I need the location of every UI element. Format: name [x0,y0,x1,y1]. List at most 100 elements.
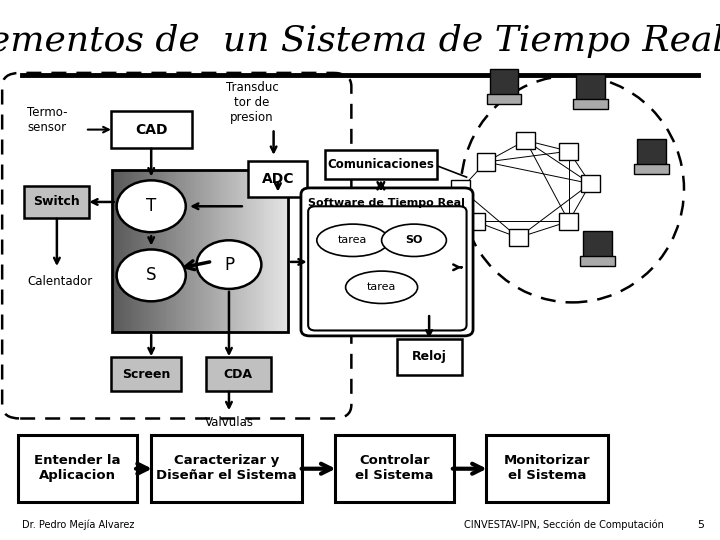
FancyBboxPatch shape [111,357,181,391]
Bar [150,170,153,332]
Bar [194,170,197,332]
Bar [158,170,161,332]
Bar [487,94,521,104]
Text: tarea: tarea [338,235,367,245]
Bar [279,170,282,332]
Bar [126,170,130,332]
Bar [112,170,288,332]
Bar [235,170,238,332]
Bar [112,170,114,332]
Bar [171,170,174,332]
Bar [212,170,215,332]
Bar [285,170,288,332]
Bar [490,69,518,94]
Bar [174,170,176,332]
Text: Comunicaciones: Comunicaciones [328,158,434,171]
Bar [477,153,495,171]
Bar [161,170,164,332]
Bar [576,74,605,100]
Bar [141,170,144,332]
Text: Termo-
sensor: Termo- sensor [27,106,68,134]
Bar [209,170,212,332]
Bar [223,170,226,332]
Bar [114,170,117,332]
Bar [203,170,206,332]
Text: Monitorizar
el Sistema: Monitorizar el Sistema [504,455,590,482]
Bar [226,170,229,332]
Text: CAD: CAD [135,123,168,137]
Text: ADC: ADC [261,172,294,186]
Bar [258,170,261,332]
FancyBboxPatch shape [335,435,454,502]
Text: S: S [146,266,156,285]
Bar [123,170,126,332]
Bar [188,170,191,332]
FancyBboxPatch shape [397,339,462,375]
Bar [197,170,199,332]
Bar [244,170,247,332]
Bar [179,170,182,332]
Text: 5: 5 [697,520,704,530]
Bar [117,170,120,332]
Bar [164,170,168,332]
Text: Entender la
Aplicacion: Entender la Aplicacion [34,455,121,482]
Text: Reloj: Reloj [412,350,446,363]
Bar [191,170,194,332]
Bar [466,213,485,230]
Text: Valvulas: Valvulas [204,416,253,429]
Bar [144,170,147,332]
Text: P: P [224,255,234,274]
FancyBboxPatch shape [248,161,307,197]
Ellipse shape [346,271,418,303]
Circle shape [117,249,186,301]
Text: SO: SO [405,235,423,245]
Bar [516,132,535,149]
Text: Switch: Switch [34,195,80,208]
Bar [583,231,612,256]
Bar [176,170,179,332]
Bar [135,170,138,332]
Bar [559,143,578,160]
Bar [271,170,274,332]
Text: Software de Tiempo Real: Software de Tiempo Real [308,198,465,207]
Bar [217,170,220,332]
Bar [153,170,156,332]
Text: Transduc
tor de
presion: Transduc tor de presion [225,81,279,124]
Circle shape [117,180,186,232]
Bar [637,139,666,165]
Ellipse shape [382,224,446,256]
Text: Elementos de  un Sistema de Tiempo Real: Elementos de un Sistema de Tiempo Real [0,24,720,58]
Bar [256,170,258,332]
Ellipse shape [317,224,389,256]
FancyBboxPatch shape [151,435,302,502]
Bar [581,175,600,192]
Bar [634,164,669,174]
Bar [238,170,241,332]
Text: Screen: Screen [122,368,171,381]
FancyBboxPatch shape [24,186,89,218]
FancyBboxPatch shape [301,188,473,336]
FancyBboxPatch shape [111,111,192,148]
Text: Controlar
el Sistema: Controlar el Sistema [355,455,433,482]
Bar [215,170,217,332]
Bar [206,170,209,332]
Bar [220,170,223,332]
Bar [509,229,528,246]
Bar [147,170,150,332]
Bar [250,170,253,332]
Bar [138,170,141,332]
FancyBboxPatch shape [325,150,437,179]
Bar [229,170,232,332]
Text: Dr. Pedro Mejía Alvarez: Dr. Pedro Mejía Alvarez [22,520,134,530]
Bar [261,170,264,332]
Bar [130,170,132,332]
Text: CDA: CDA [224,368,253,381]
Bar [241,170,244,332]
Text: Caracterizar y
Diseñar el Sistema: Caracterizar y Diseñar el Sistema [156,455,297,482]
Bar [580,256,615,266]
Bar [120,170,123,332]
Bar [276,170,279,332]
Bar [156,170,158,332]
Bar [168,170,171,332]
Text: CINVESTAV-IPN, Sección de Computación: CINVESTAV-IPN, Sección de Computación [464,520,665,530]
